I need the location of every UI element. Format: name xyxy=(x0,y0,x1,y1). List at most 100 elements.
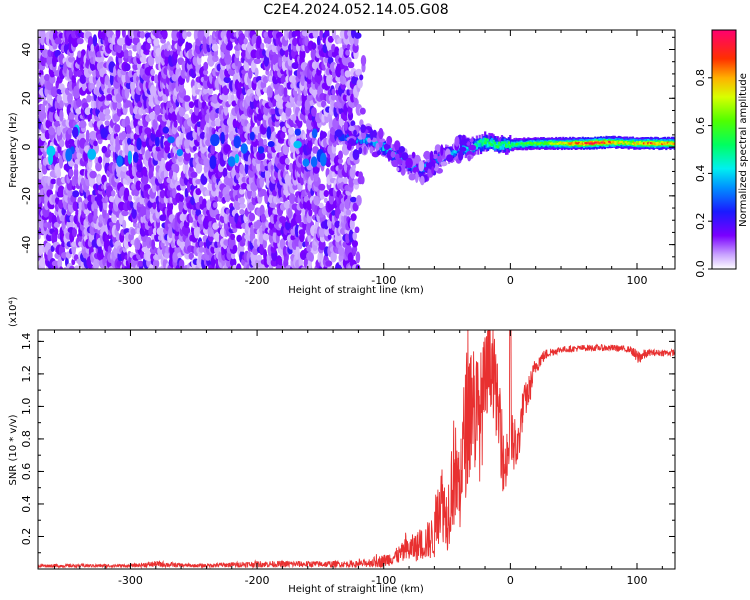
spectrogram-noise-cell xyxy=(74,163,79,171)
spectrogram-trace-cell xyxy=(418,160,425,172)
spectrogram-noise-cell xyxy=(124,86,130,99)
spectrogram-noise-cell xyxy=(359,107,366,115)
spectrogram-noise-cell xyxy=(104,114,112,121)
spectrogram-noise-cell xyxy=(56,169,62,178)
spectrogram-noise-cell xyxy=(144,127,152,135)
spectrogram-noise-cell xyxy=(203,61,209,71)
spectrogram-trace-cell xyxy=(386,135,393,145)
x-tick-label: 0 xyxy=(507,574,514,587)
spectrogram-noise-cell xyxy=(266,126,272,140)
spectrogram-noise-cell xyxy=(130,228,137,236)
spectrogram-noise-cell xyxy=(197,30,205,41)
spectrogram-noise-cell xyxy=(127,150,132,165)
spectrogram-trace-cell xyxy=(419,175,425,186)
spectrogram-noise-cell xyxy=(249,131,255,141)
spectrogram-noise-cell xyxy=(140,56,148,64)
spectrogram-noise-cell xyxy=(189,108,194,115)
spectrogram-trace-cell xyxy=(484,141,487,145)
spectrogram-noise-cell xyxy=(59,100,64,108)
spectrogram-noise-cell xyxy=(72,126,79,138)
spectrogram-noise-cell xyxy=(39,30,46,41)
spectrogram-noise-cells xyxy=(38,30,368,269)
spectrogram-noise-cell xyxy=(189,138,195,148)
x-tick-label: -300 xyxy=(118,274,143,287)
spectrogram-noise-cell xyxy=(211,43,219,52)
spectrogram-noise-cell xyxy=(85,129,90,143)
y-tick-label: 0.4 xyxy=(20,495,33,512)
spectrogram-noise-cell xyxy=(107,233,113,240)
spectrogram-noise-cell xyxy=(203,74,209,81)
spectrogram-noise-cell xyxy=(140,206,148,218)
figure-title: C2E4.2024.052.14.05.G08 xyxy=(263,2,448,18)
spectrogram-noise-cell xyxy=(123,187,130,201)
spectrogram-trace-cell xyxy=(348,125,355,132)
spectrogram-noise-cell xyxy=(239,196,245,205)
spectrogram-noise-cell xyxy=(129,201,134,209)
spectrogram-noise-cell xyxy=(157,94,164,102)
spectrogram-noise-cell xyxy=(79,74,87,84)
spectrogram-noise-cell xyxy=(198,246,205,253)
spectrogram-noise-cell xyxy=(342,176,348,184)
spectrogram-trace-cell xyxy=(353,129,357,137)
spectrogram-noise-cell xyxy=(153,38,160,47)
spectrogram-trace-cell xyxy=(346,143,352,151)
spectrogram-noise-cell xyxy=(87,212,95,224)
spectrogram-trace-cell xyxy=(360,139,363,144)
spectrogram-noise-cell xyxy=(53,120,61,128)
spectrogram-trace-cell xyxy=(395,153,400,161)
spectrogram-noise-cell xyxy=(115,136,120,148)
spectrogram-noise-cell xyxy=(121,30,126,38)
spectrogram-noise-cell xyxy=(354,226,360,234)
spectrogram-noise-cell xyxy=(107,245,112,253)
spectrogram-noise-cell xyxy=(293,140,302,149)
spectrogram-noise-cell xyxy=(121,166,128,172)
spectrogram-noise-cell xyxy=(279,216,287,224)
spectrogram-noise-cell xyxy=(65,148,73,162)
spectrogram-noise-cell xyxy=(152,258,160,269)
spectrogram-noise-cell xyxy=(220,131,225,145)
spectrogram-noise-cell xyxy=(38,233,41,240)
spectrogram-noise-cell xyxy=(176,63,180,70)
spectrogram-trace-cell xyxy=(440,144,444,156)
y-tick-label: 0.6 xyxy=(20,463,33,481)
y-tick-label: 1.2 xyxy=(20,365,33,383)
spectrogram-noise-cell xyxy=(116,101,122,110)
spectrogram-noise-cell xyxy=(188,252,194,260)
colorbar-ticks: 0.00.20.40.60.8 xyxy=(694,69,712,278)
spectrogram-trace-cell xyxy=(363,145,367,155)
spectrogram-noise-cell xyxy=(311,42,317,50)
spectrogram-trace-cell xyxy=(396,167,400,172)
spectrogram-noise-cell xyxy=(128,194,132,202)
spectrogram-noise-cell xyxy=(69,214,75,223)
spectrogram-trace-cell xyxy=(362,139,366,143)
spectrogram-noise-cell xyxy=(152,118,158,131)
spectrogram-noise-cell xyxy=(151,75,155,82)
spectrogram-noise-cell xyxy=(167,200,174,213)
spectrogram-noise-cell xyxy=(234,153,240,164)
spectrogram-noise-cell xyxy=(75,98,82,108)
spectrogram-noise-cell xyxy=(248,212,256,222)
spectrogram-noise-cell xyxy=(208,87,213,96)
spectrogram-noise-cell xyxy=(168,44,173,50)
spectrogram-noise-cell xyxy=(172,187,177,199)
spectrogram-noise-cell xyxy=(351,240,358,248)
spectrogram-trace-cell xyxy=(458,150,464,161)
spectrogram-noise-cell xyxy=(174,164,180,174)
spectrogram-noise-cell xyxy=(151,238,156,250)
spectrogram-noise-cell xyxy=(195,208,202,217)
spectrogram-noise-cell xyxy=(171,241,175,249)
spectrogram-noise-cell xyxy=(38,170,44,180)
spectrogram-noise-cell xyxy=(59,109,64,122)
colorbar-label: Normalized spectral amplitude xyxy=(738,73,749,227)
spectrogram-noise-cell xyxy=(357,78,363,89)
spectrogram-noise-cell xyxy=(46,145,56,157)
spectrogram-noise-cell xyxy=(195,162,203,174)
spectrogram-trace-cell xyxy=(491,143,494,146)
spectrogram-noise-cell xyxy=(159,189,166,199)
spectrogram-noise-cell xyxy=(77,50,82,58)
spectrogram-noise-cell xyxy=(152,201,157,210)
spectrogram-noise-cell xyxy=(187,180,191,193)
spectrogram-noise-cell xyxy=(209,155,217,170)
spectrogram-noise-cell xyxy=(43,73,51,82)
